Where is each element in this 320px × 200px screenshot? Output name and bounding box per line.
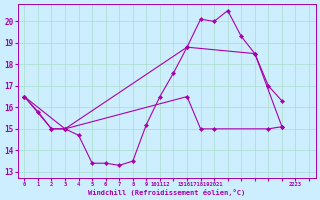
X-axis label: Windchill (Refroidissement éolien,°C): Windchill (Refroidissement éolien,°C): [88, 189, 245, 196]
